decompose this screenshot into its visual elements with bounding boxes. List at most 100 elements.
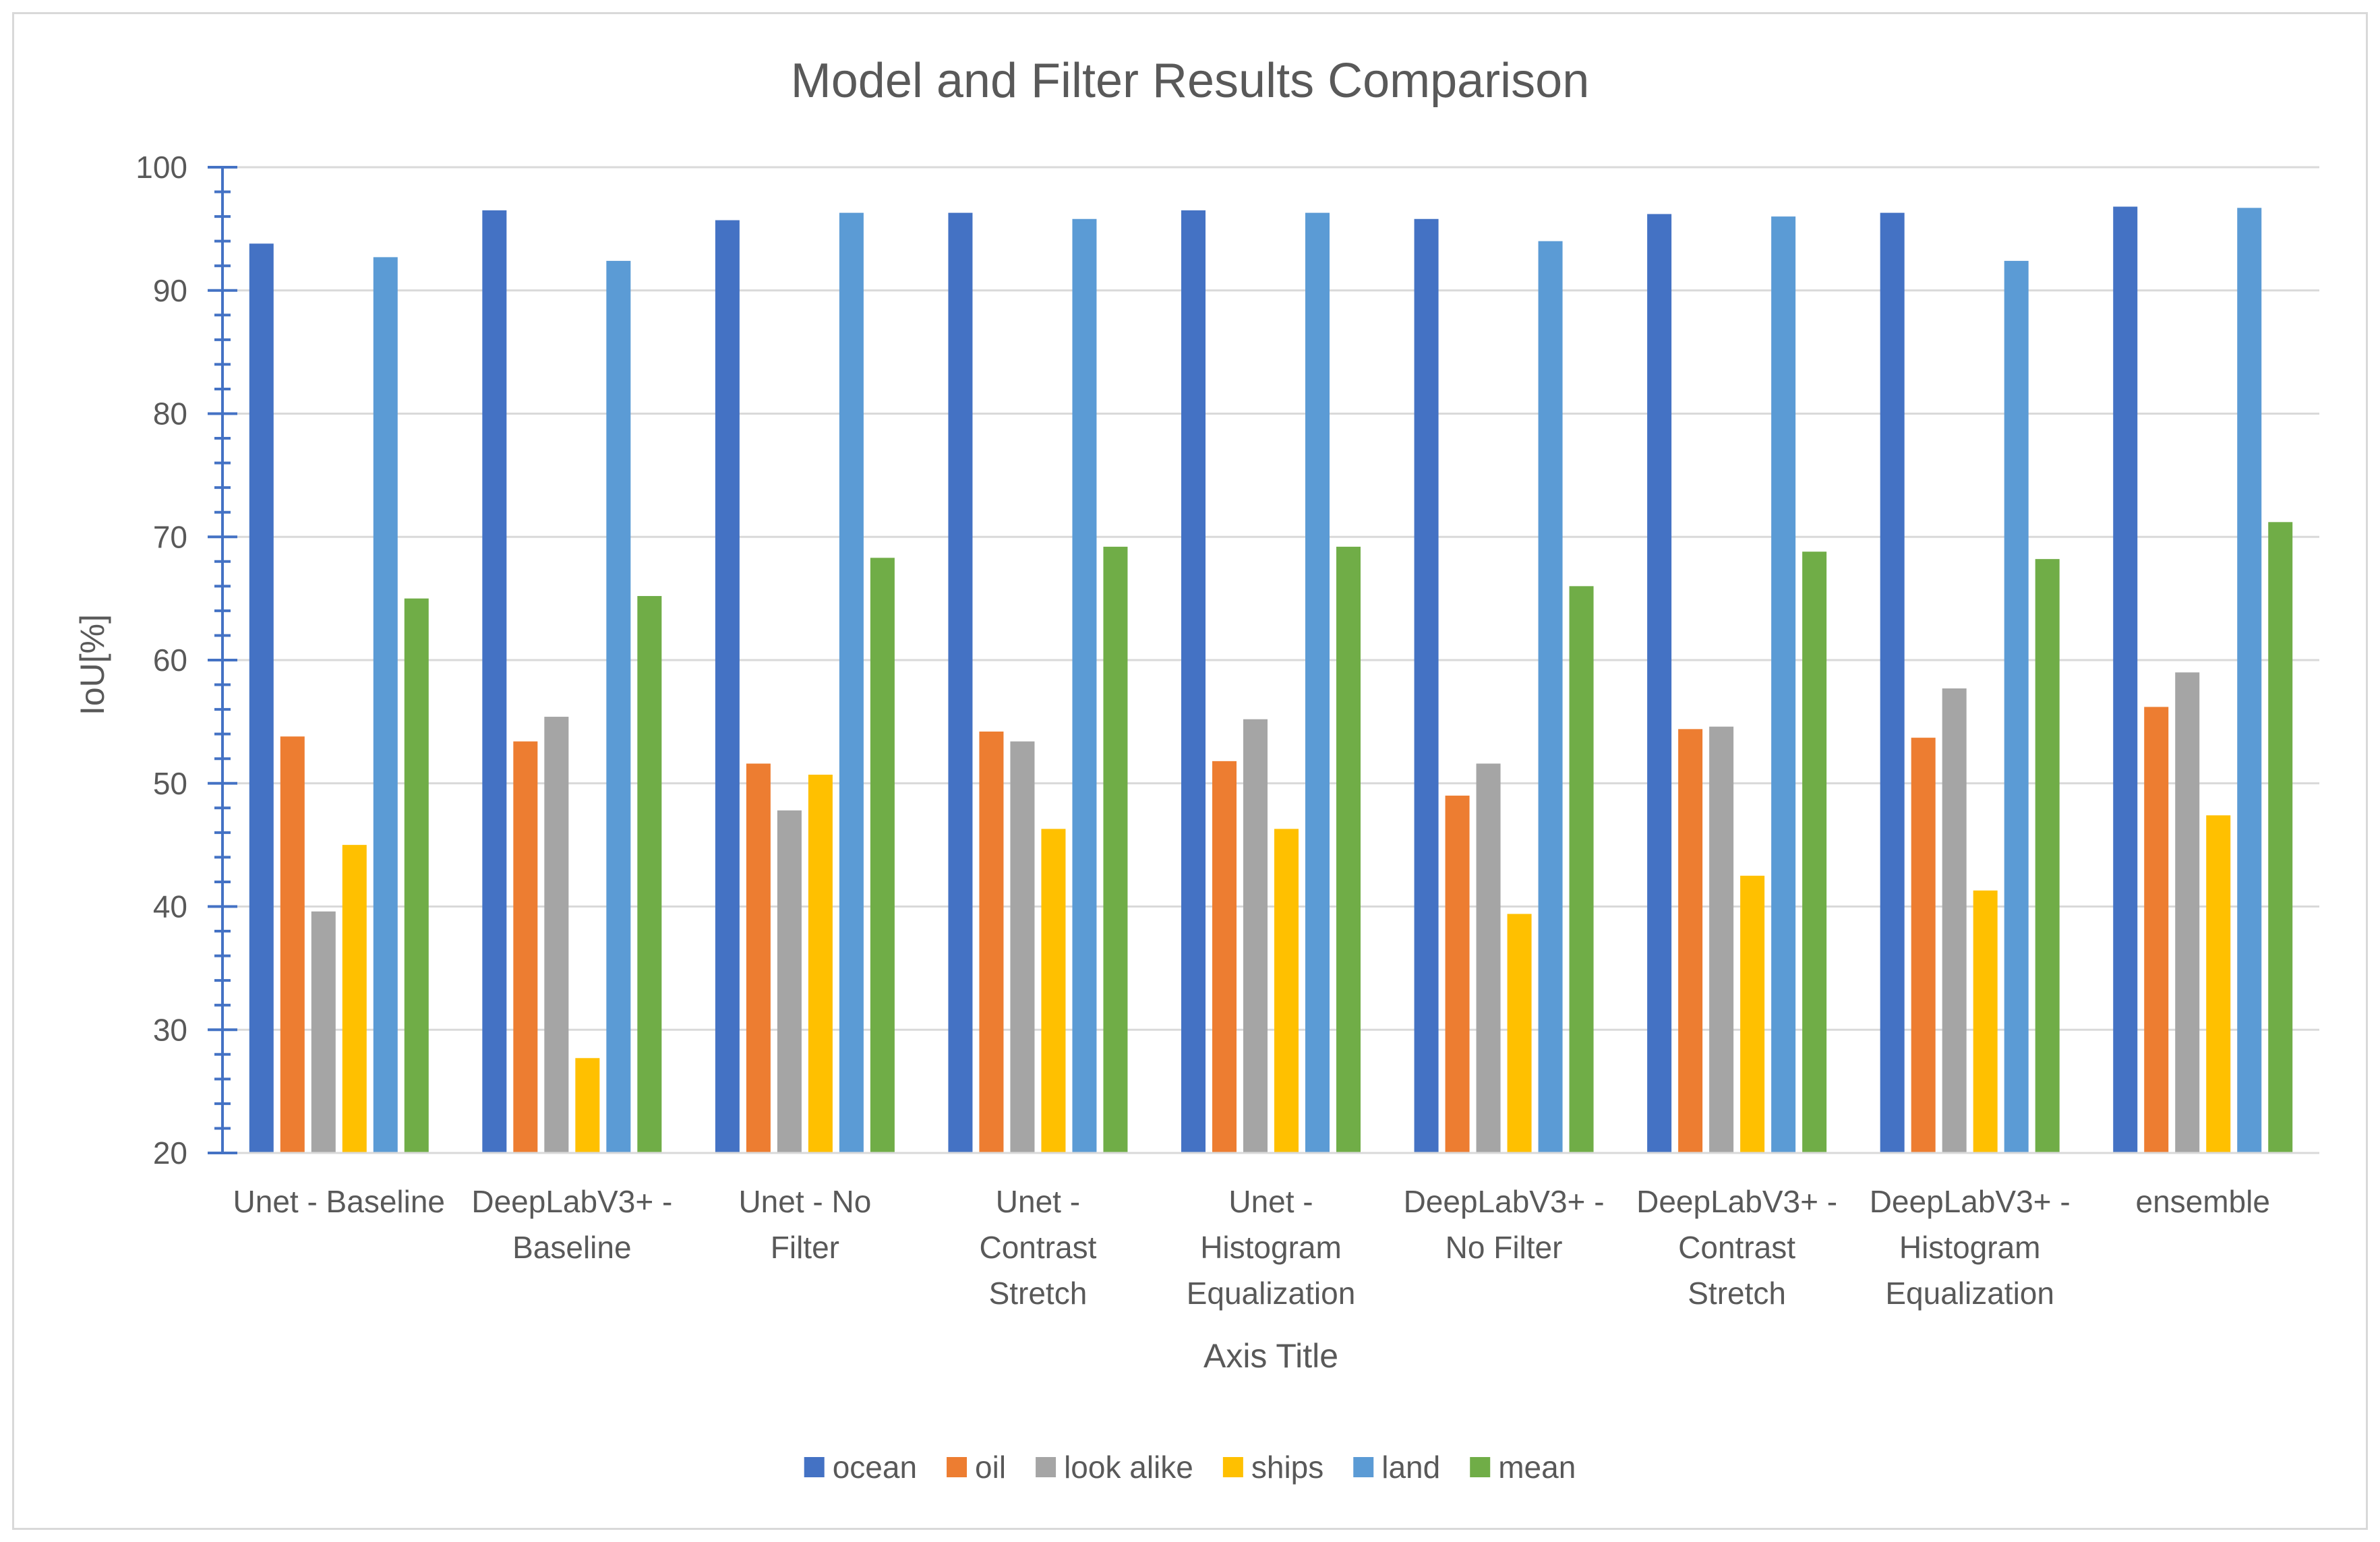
x-axis-labels: Unet - Baseline DeepLabV3+ - Baseline Unet … [233, 1184, 2270, 1311]
bar-land [2237, 208, 2262, 1153]
x-category-label: Unet - Baseline [233, 1184, 446, 1219]
bar-ocean [715, 220, 740, 1153]
x-category-label: DeepLabV3+ - [1870, 1184, 2071, 1219]
y-tick-label: 100 [136, 150, 187, 185]
bar-land [1771, 216, 1796, 1154]
bar-ships [575, 1058, 600, 1153]
x-category-label: Unet - No [738, 1184, 871, 1219]
y-axis-title: IoU[%] [73, 614, 111, 715]
bar-mean [1802, 552, 1827, 1153]
y-axis: 20 30 40 50 60 70 80 90 100 [136, 150, 2319, 1170]
bar-look-alike [1243, 719, 1268, 1153]
legend-swatch-land [1353, 1457, 1374, 1477]
legend-swatch-mean [1470, 1457, 1491, 1477]
bar-land [2004, 260, 2029, 1153]
y-tick-label: 70 [153, 519, 187, 554]
bar-look-alike [777, 810, 802, 1153]
x-category-label: Equalization [1885, 1276, 2054, 1311]
bar-land [1538, 241, 1563, 1153]
bar-look-alike [1709, 726, 1734, 1153]
bars [249, 206, 2293, 1154]
legend-label: mean [1498, 1450, 1576, 1485]
bar-oil [979, 731, 1004, 1153]
x-category-label: Stretch [989, 1276, 1088, 1311]
bar-ships [1740, 875, 1765, 1153]
bar-ocean [1181, 210, 1206, 1153]
bar-look-alike [311, 911, 336, 1153]
x-category-label: DeepLabV3+ - [1404, 1184, 1605, 1219]
bar-oil [1445, 796, 1470, 1153]
bar-ocean [482, 210, 507, 1153]
bar-ocean [1414, 218, 1439, 1153]
legend-label: look alike [1064, 1450, 1193, 1485]
y-tick-label: 20 [153, 1135, 187, 1170]
gridlines [222, 166, 2319, 1031]
x-category-label: Histogram [1899, 1230, 2041, 1265]
x-category-label: Filter [771, 1230, 839, 1265]
bar-mean [637, 595, 662, 1153]
legend-label: oil [975, 1450, 1006, 1485]
bar-ocean [1880, 212, 1905, 1154]
y-tick-label: 60 [153, 643, 187, 678]
x-category-label: DeepLabV3+ - [471, 1184, 672, 1219]
legend-swatch-ships [1222, 1457, 1243, 1477]
legend-swatch-ocean [804, 1457, 825, 1477]
bar-mean [2035, 559, 2060, 1153]
bar-look-alike [1476, 763, 1501, 1153]
x-category-label: Contrast [1678, 1230, 1795, 1265]
x-category-label: Stretch [1688, 1276, 1786, 1311]
y-tick-label: 30 [153, 1012, 187, 1047]
bar-ocean [249, 243, 274, 1154]
x-category-label: Unet - [996, 1184, 1080, 1219]
bar-ships [1274, 829, 1299, 1153]
bar-oil [1911, 738, 1936, 1153]
bar-land [606, 260, 631, 1153]
bar-ocean [2113, 206, 2138, 1154]
bar-mean [870, 558, 895, 1153]
legend-label: land [1381, 1450, 1440, 1485]
bar-oil [280, 736, 305, 1153]
bar-oil [1678, 729, 1703, 1153]
bar-mean [1103, 546, 1128, 1153]
chart-title: Model and Filter Results Comparison [791, 54, 1589, 108]
legend-label: ocean [833, 1450, 917, 1485]
bar-ships [2206, 815, 2231, 1153]
legend-label: ships [1251, 1450, 1323, 1485]
bar-oil [746, 763, 771, 1153]
bar-mean [404, 598, 429, 1153]
x-category-label: Unet - [1228, 1184, 1313, 1219]
bar-ships [1507, 914, 1532, 1153]
bar-oil [1212, 761, 1237, 1153]
x-category-label: DeepLabV3+ - [1636, 1184, 1837, 1219]
legend-swatch-look-alike [1036, 1457, 1057, 1477]
y-tick-label: 40 [153, 889, 187, 924]
x-category-label: Contrast [980, 1230, 1097, 1265]
bar-ocean [948, 212, 973, 1154]
x-category-label: Baseline [512, 1230, 631, 1265]
y-tick-label: 80 [153, 396, 187, 432]
bar-ships [1973, 890, 1998, 1153]
bar-land [1072, 218, 1097, 1153]
bar-mean [1336, 546, 1361, 1153]
bar-ships [1041, 829, 1066, 1153]
y-tick-label: 50 [153, 766, 187, 801]
bar-land [373, 257, 398, 1154]
x-category-label: Histogram [1200, 1230, 1342, 1265]
bar-land [839, 212, 864, 1154]
bar-look-alike [544, 717, 569, 1153]
bar-land [1305, 212, 1330, 1154]
x-category-label: Equalization [1187, 1276, 1356, 1311]
bar-ocean [1647, 214, 1672, 1153]
x-category-label: ensemble [2135, 1184, 2269, 1219]
legend-swatch-oil [947, 1457, 968, 1477]
bar-look-alike [2175, 672, 2200, 1153]
bar-oil [2144, 707, 2169, 1153]
bar-mean [1569, 586, 1594, 1153]
bar-ships [342, 845, 367, 1153]
x-category-label: No Filter [1446, 1230, 1563, 1265]
bar-mean [2268, 522, 2293, 1153]
bar-ships [808, 774, 833, 1153]
y-tick-label: 90 [153, 273, 187, 308]
bar-look-alike [1010, 741, 1035, 1153]
